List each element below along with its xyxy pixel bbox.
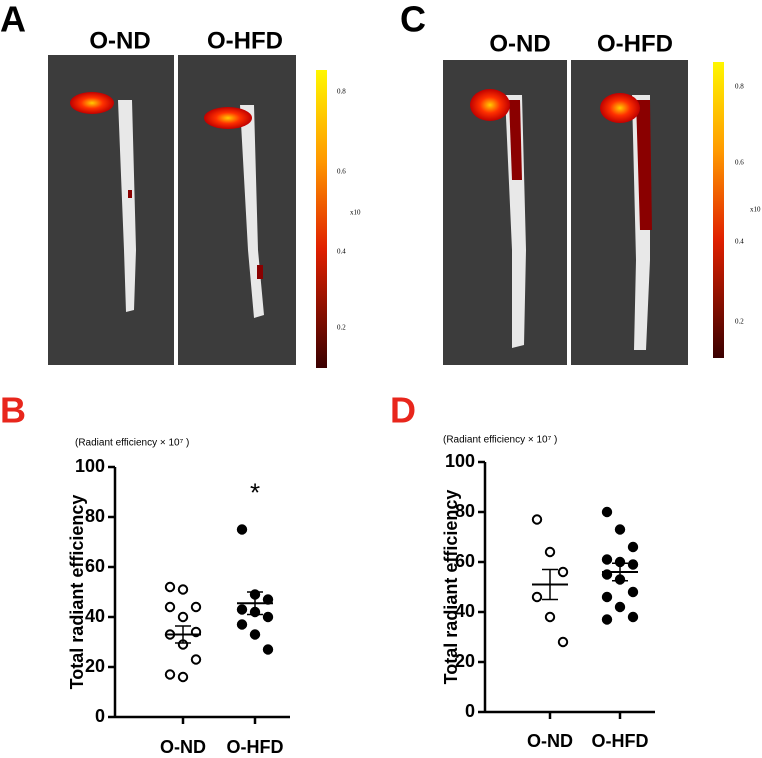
y-axis-label: Total radiant efficiency (67, 495, 87, 690)
colorbar (316, 70, 327, 368)
point (601, 506, 613, 518)
colorbar-tick-label: 0.6 (735, 159, 744, 167)
unit-note: (Radiant efficiency × 10⁷ ) (75, 438, 189, 449)
y-axis-label: Total radiant efficiency (441, 490, 461, 685)
x-tick-label: O-HFD (592, 731, 649, 751)
colorbar-unit: x10 (350, 209, 361, 217)
point (177, 671, 189, 683)
point (544, 546, 556, 558)
column-label: O-HFD (597, 30, 673, 57)
point (601, 591, 613, 603)
colorbar-tick-label: 0.4 (735, 238, 744, 246)
point (262, 611, 274, 623)
colorbar-tick-label: 0.6 (337, 168, 346, 176)
y-tick-label: 60 (455, 551, 475, 571)
bone (240, 105, 264, 318)
point (627, 559, 639, 570)
point (627, 541, 639, 553)
colorbar-unit: x10 (750, 206, 761, 214)
point (601, 554, 613, 565)
point (164, 581, 176, 593)
image (178, 55, 296, 365)
point (249, 629, 261, 640)
point (614, 524, 626, 535)
colorbar-tick-label: 0.2 (337, 324, 346, 332)
y-tick-label: 40 (455, 601, 475, 621)
point (262, 644, 274, 655)
signal (470, 89, 510, 121)
y-tick-label: 100 (75, 456, 105, 476)
signal (204, 107, 252, 129)
point (557, 566, 569, 578)
point (557, 636, 569, 648)
y-tick-label: 80 (455, 501, 475, 521)
y-tick-label: 0 (465, 701, 475, 721)
colorbar-tick-label: 0.8 (337, 88, 346, 96)
y-tick-label: 0 (95, 706, 105, 726)
colorbar-tick-label: 0.8 (735, 83, 744, 91)
column-label: O-ND (489, 30, 550, 57)
point (190, 654, 202, 665)
point (627, 611, 639, 623)
point (627, 586, 639, 598)
colorbar-tick-label: 0.4 (337, 248, 346, 256)
y-tick-label: 20 (85, 656, 105, 676)
y-tick-label: 100 (445, 451, 475, 471)
colorbar (713, 62, 724, 358)
point (236, 604, 248, 615)
colorbar-tick-label: 0.2 (735, 318, 744, 326)
point (177, 611, 189, 623)
bone (118, 100, 136, 312)
panel-label: B (0, 390, 26, 431)
signal (257, 265, 263, 279)
unit-note: (Radiant efficiency × 10⁷ ) (443, 435, 557, 446)
image-panel-c (443, 60, 724, 365)
panel-label: A (0, 0, 26, 40)
y-tick-label: 20 (455, 651, 475, 671)
point (164, 601, 176, 613)
signal (128, 190, 132, 198)
signal (70, 92, 114, 114)
y-tick-label: 60 (85, 556, 105, 576)
x-tick-label: O-ND (160, 737, 206, 757)
point (601, 614, 613, 625)
x-tick-label: O-HFD (227, 737, 284, 757)
point (236, 524, 248, 535)
signal (509, 100, 522, 180)
panel-label: C (400, 0, 426, 40)
point (531, 514, 543, 525)
point (190, 601, 202, 613)
panel-label: D (390, 390, 416, 431)
point (236, 619, 248, 630)
y-tick-label: 80 (85, 506, 105, 526)
point (164, 669, 176, 680)
y-tick-label: 40 (85, 606, 105, 626)
annotation: * (250, 477, 260, 507)
column-label: O-ND (89, 27, 150, 54)
image-panel-a (48, 55, 327, 368)
point (614, 601, 626, 613)
signal (600, 93, 640, 123)
point (531, 591, 543, 603)
column-label: O-HFD (207, 27, 283, 54)
point (544, 611, 556, 623)
point (177, 584, 189, 595)
signal (636, 100, 652, 230)
x-tick-label: O-ND (527, 731, 573, 751)
